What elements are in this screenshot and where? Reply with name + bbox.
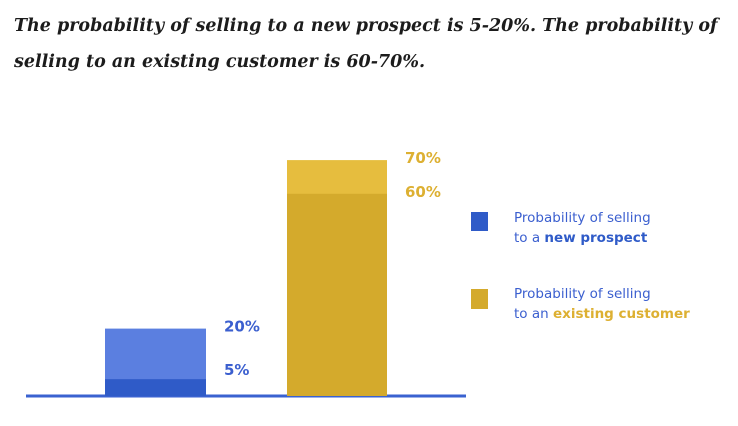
legend-existing-customer-em: existing customer: [553, 306, 690, 322]
legend-existing-customer-line2: to an existing customer: [514, 306, 690, 322]
label-new-prospect-low: 5%: [224, 361, 249, 379]
legend-new-prospect-em: new prospect: [544, 230, 647, 246]
bar-existing-customer-low: [287, 193, 387, 396]
legend-swatch-new-prospect: [471, 212, 488, 231]
chart-title: The probability of selling to a new pros…: [14, 16, 718, 72]
label-new-prospect-high: 20%: [224, 318, 260, 336]
legend-existing-customer-pre: to an: [514, 306, 553, 322]
bar-new-prospect-low: [105, 379, 206, 396]
label-existing-customer-low: 60%: [405, 183, 441, 201]
legend-new-prospect-line2: to a new prospect: [514, 230, 648, 246]
label-existing-customer-high: 70%: [405, 149, 441, 167]
legend-swatch-existing-customer: [471, 289, 488, 309]
legend-new-prospect-line1: Probability of selling: [514, 210, 651, 226]
legend-existing-customer-line1: Probability of selling: [514, 286, 651, 302]
legend-new-prospect-pre: to a: [514, 230, 544, 246]
